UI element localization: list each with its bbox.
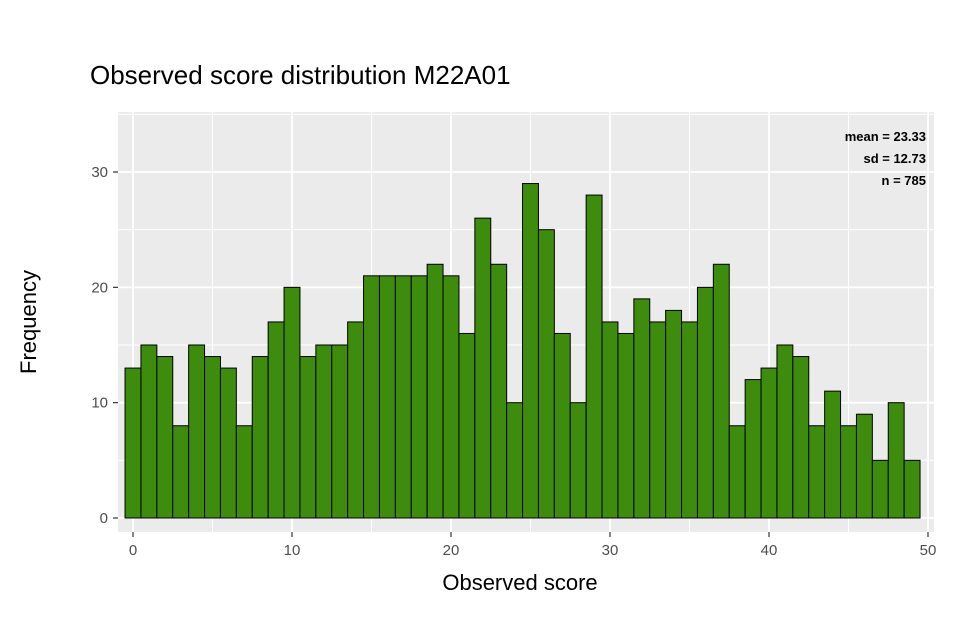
histogram-bar bbox=[283, 286, 301, 519]
annotation-sd: sd = 12.73 bbox=[863, 151, 926, 166]
histogram-bar bbox=[204, 356, 221, 519]
annotation-mean: mean = 23.33 bbox=[845, 129, 926, 144]
histogram-bar bbox=[871, 459, 889, 519]
histogram-bar bbox=[188, 344, 206, 519]
histogram-bar bbox=[776, 344, 794, 519]
histogram-bar bbox=[474, 217, 492, 519]
histogram-bar bbox=[887, 402, 905, 519]
histogram-bar bbox=[172, 425, 190, 519]
histogram-bar bbox=[585, 194, 603, 519]
histogram-bar bbox=[267, 321, 285, 519]
y-tick-label: 10 bbox=[91, 395, 108, 412]
histogram-bar bbox=[665, 309, 683, 519]
histogram-bar bbox=[140, 344, 158, 519]
y-tick-label: 0 bbox=[100, 510, 108, 527]
histogram-bar bbox=[633, 298, 651, 519]
histogram-bar bbox=[410, 275, 428, 519]
histogram-bar bbox=[569, 402, 587, 519]
y-tick-label: 20 bbox=[91, 279, 108, 296]
plot-area: 0 10 20 30 0 10 20 30 40 50 bbox=[91, 112, 936, 559]
histogram-bar bbox=[378, 275, 396, 519]
histogram-bar bbox=[681, 321, 698, 519]
histogram-bar bbox=[760, 367, 778, 519]
histogram-bar bbox=[315, 344, 333, 519]
histogram-bar bbox=[124, 367, 142, 519]
y-tick-label: 30 bbox=[91, 164, 108, 181]
histogram-bar bbox=[808, 425, 826, 519]
x-tick-label: 50 bbox=[920, 542, 937, 559]
histogram-bar bbox=[219, 367, 237, 519]
y-axis-title: Frequency bbox=[16, 270, 41, 374]
histogram-bar bbox=[347, 321, 365, 519]
x-tick-label: 40 bbox=[761, 542, 778, 559]
histogram-bar bbox=[363, 275, 380, 519]
histogram-bar bbox=[426, 263, 444, 519]
histogram-bar bbox=[617, 332, 635, 519]
histogram-bar bbox=[840, 425, 857, 519]
histogram-bar bbox=[251, 356, 269, 519]
histogram-bar bbox=[824, 390, 842, 519]
x-tick-label: 20 bbox=[443, 542, 460, 559]
stats-annotation: mean = 23.33 sd = 12.73 n = 785 bbox=[845, 129, 926, 188]
histogram-bar bbox=[490, 263, 508, 519]
histogram-bar bbox=[728, 425, 746, 519]
histogram-bar bbox=[522, 183, 539, 519]
histogram-bar bbox=[792, 356, 810, 519]
histogram-bar bbox=[331, 344, 349, 519]
x-tick-label: 30 bbox=[602, 542, 619, 559]
histogram-bar bbox=[235, 425, 253, 519]
histogram-bar bbox=[442, 275, 460, 519]
histogram-bar bbox=[601, 321, 619, 519]
histogram-bar bbox=[458, 332, 476, 519]
annotation-n: n = 785 bbox=[882, 173, 926, 188]
histogram-bar bbox=[299, 356, 317, 519]
histogram-bar bbox=[696, 286, 714, 519]
histogram-bar bbox=[649, 321, 667, 519]
x-axis-title: Observed score bbox=[442, 570, 597, 595]
histogram-bar bbox=[903, 459, 921, 519]
histogram-bar bbox=[553, 332, 571, 519]
histogram-bar bbox=[537, 229, 555, 519]
x-tick-label: 0 bbox=[129, 542, 137, 559]
chart-title: Observed score distribution M22A01 bbox=[90, 60, 511, 90]
x-tick-label: 10 bbox=[284, 542, 301, 559]
histogram-bar bbox=[712, 263, 730, 519]
histogram-bar bbox=[394, 275, 412, 519]
histogram-bar bbox=[855, 413, 873, 519]
histogram-bar bbox=[744, 379, 762, 519]
histogram-bar bbox=[506, 402, 524, 519]
histogram-bar bbox=[156, 356, 174, 519]
